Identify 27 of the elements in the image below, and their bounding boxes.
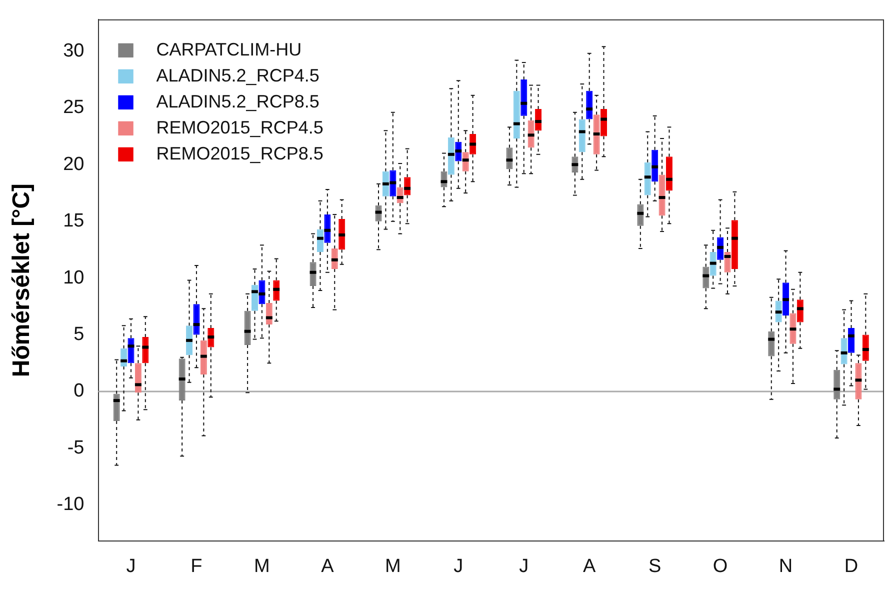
x-tick-label: N — [778, 556, 793, 577]
legend-label: REMO2015_RCP4.5 — [156, 117, 324, 138]
x-tick-label: J — [519, 556, 529, 577]
x-tick-label: D — [844, 556, 858, 577]
x-tick-label: J — [126, 556, 136, 577]
legend-label: ALADIN5.2_RCP4.5 — [156, 65, 320, 86]
legend-label: CARPATCLIM-HU — [156, 39, 302, 60]
y-tick-label: 20 — [63, 154, 84, 175]
y-tick-label: -10 — [56, 494, 84, 516]
x-tick-label: A — [321, 556, 334, 577]
y-tick-label: 15 — [63, 210, 84, 232]
x-tick-label: M — [385, 556, 401, 577]
x-tick-label: S — [648, 556, 662, 577]
y-axis-title: Hőmérséklet [°C] — [8, 183, 36, 378]
y-tick-label: 30 — [63, 40, 84, 62]
x-tick-label: J — [454, 556, 464, 577]
y-tick-label: 25 — [63, 97, 84, 118]
x-tick-label: M — [254, 556, 270, 577]
y-tick-label: -5 — [67, 437, 84, 458]
x-tick-label: F — [190, 556, 202, 577]
legend-label: ALADIN5.2_RCP8.5 — [156, 91, 320, 112]
x-tick-label: A — [583, 556, 596, 577]
legend-label: REMO2015_RCP8.5 — [156, 143, 324, 164]
x-tick-label: O — [712, 556, 728, 577]
y-tick-label: 10 — [63, 267, 84, 288]
y-tick-label: 0 — [74, 380, 84, 402]
y-tick-label: 5 — [74, 324, 84, 345]
